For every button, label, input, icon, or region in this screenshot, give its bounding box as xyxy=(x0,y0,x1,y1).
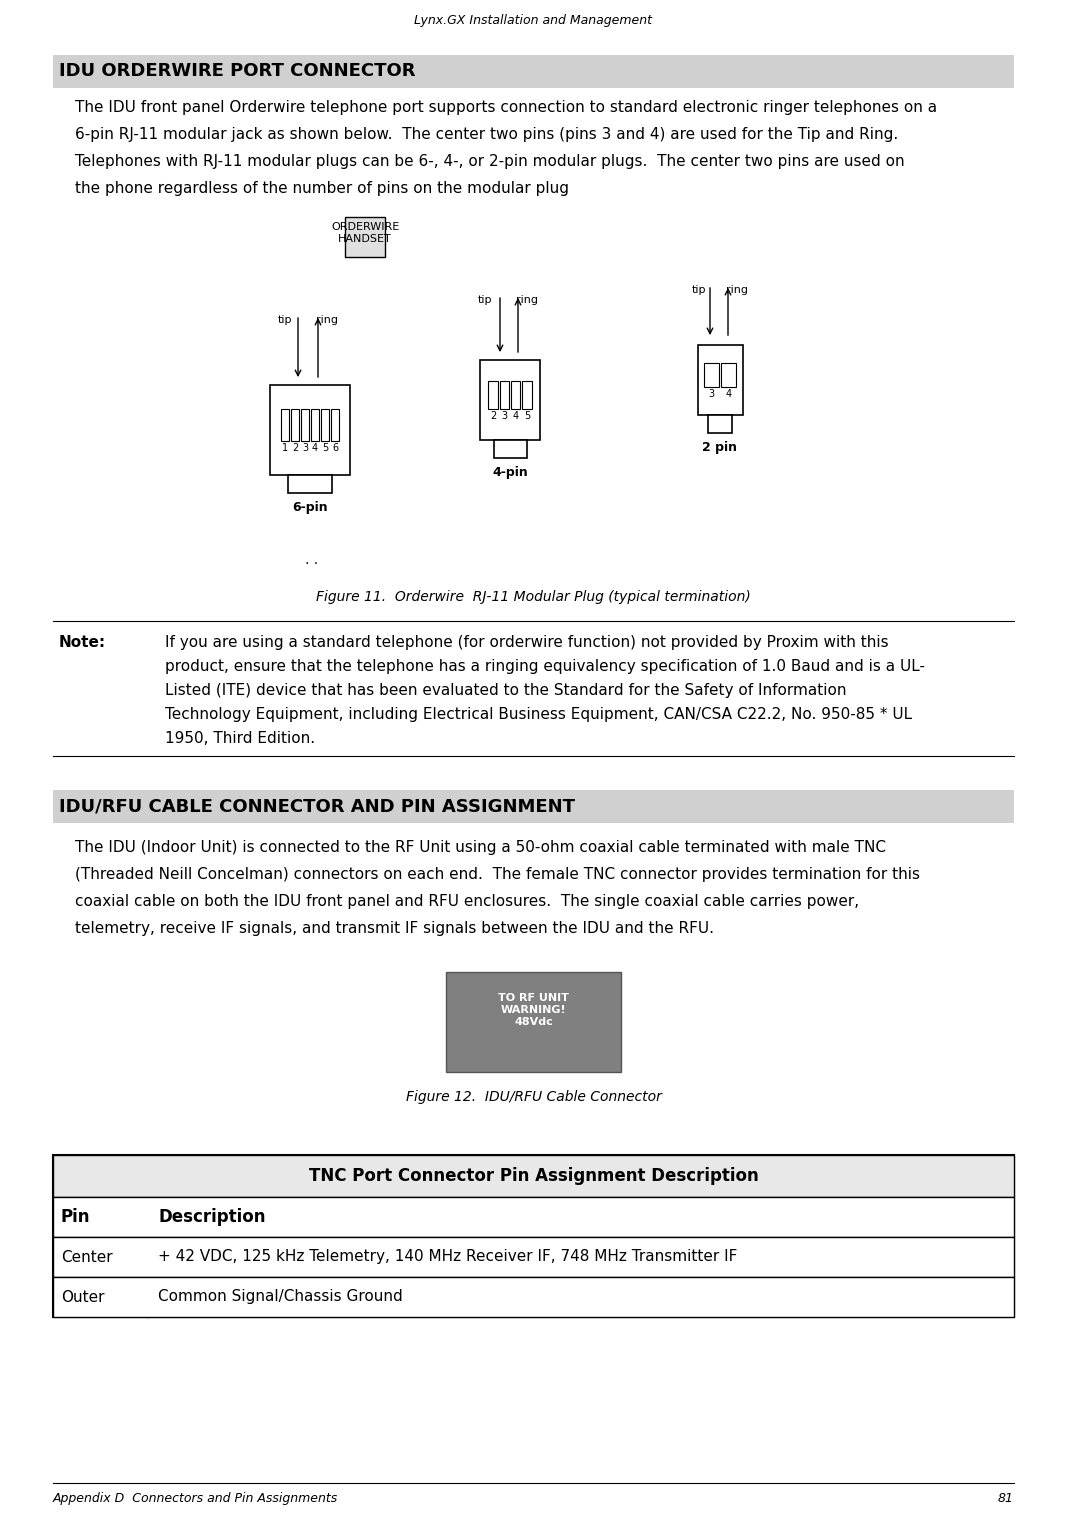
Text: Listed (ITE) device that has been evaluated to the Standard for the Safety of In: Listed (ITE) device that has been evalua… xyxy=(165,683,846,698)
Text: 4: 4 xyxy=(726,389,732,400)
Bar xyxy=(53,1238,1014,1277)
Bar xyxy=(53,55,1014,88)
Text: ring: ring xyxy=(726,285,748,295)
Text: Note:: Note: xyxy=(59,635,106,650)
Bar xyxy=(511,380,521,409)
Bar xyxy=(301,409,309,441)
Text: Description: Description xyxy=(158,1207,266,1226)
Text: the phone regardless of the number of pins on the modular plug: the phone regardless of the number of pi… xyxy=(75,180,569,195)
Text: Technology Equipment, including Electrical Business Equipment, CAN/CSA C22.2, No: Technology Equipment, including Electric… xyxy=(165,708,912,723)
Bar xyxy=(704,362,719,388)
Text: 4: 4 xyxy=(512,411,519,421)
Bar xyxy=(494,439,526,458)
Text: IDU/RFU CABLE CONNECTOR AND PIN ASSIGNMENT: IDU/RFU CABLE CONNECTOR AND PIN ASSIGNME… xyxy=(59,797,575,815)
Text: Outer: Outer xyxy=(61,1289,105,1304)
Bar xyxy=(721,362,735,388)
Text: If you are using a standard telephone (for orderwire function) not provided by P: If you are using a standard telephone (f… xyxy=(165,635,889,650)
Text: Appendix D  Connectors and Pin Assignments: Appendix D Connectors and Pin Assignment… xyxy=(53,1492,338,1504)
Text: 2: 2 xyxy=(490,411,496,421)
Text: 81: 81 xyxy=(998,1492,1014,1504)
Text: 2: 2 xyxy=(292,442,298,453)
Bar xyxy=(288,476,332,492)
Bar xyxy=(270,385,350,476)
Text: Common Signal/Chassis Ground: Common Signal/Chassis Ground xyxy=(158,1289,402,1304)
Text: product, ensure that the telephone has a ringing equivalency specification of 1.: product, ensure that the telephone has a… xyxy=(165,659,925,674)
Text: Center: Center xyxy=(61,1250,113,1265)
Text: Figure 11.  Orderwire  RJ-11 Modular Plug (typical termination): Figure 11. Orderwire RJ-11 Modular Plug … xyxy=(316,589,751,604)
Text: tip: tip xyxy=(278,315,292,326)
Text: 6: 6 xyxy=(332,442,338,453)
Bar xyxy=(331,409,339,441)
Text: 6-pin RJ-11 modular jack as shown below.  The center two pins (pins 3 and 4) are: 6-pin RJ-11 modular jack as shown below.… xyxy=(75,127,898,142)
Text: . .: . . xyxy=(305,553,318,567)
Text: TNC Port Connector Pin Assignment Description: TNC Port Connector Pin Assignment Descri… xyxy=(308,1167,759,1185)
Bar xyxy=(480,361,540,439)
Text: The IDU (Indoor Unit) is connected to the RF Unit using a 50-ohm coaxial cable t: The IDU (Indoor Unit) is connected to th… xyxy=(75,839,886,854)
Bar xyxy=(707,415,732,433)
Text: tip: tip xyxy=(478,295,493,305)
Text: 3: 3 xyxy=(501,411,508,421)
Bar xyxy=(489,380,498,409)
Text: coaxial cable on both the IDU front panel and RFU enclosures.  The single coaxia: coaxial cable on both the IDU front pane… xyxy=(75,894,859,909)
Text: ORDERWIRE
HANDSET: ORDERWIRE HANDSET xyxy=(331,223,399,244)
Bar xyxy=(321,409,330,441)
Text: Figure 12.  IDU/RFU Cable Connector: Figure 12. IDU/RFU Cable Connector xyxy=(405,1089,662,1104)
Bar xyxy=(53,1154,1014,1197)
Text: 1950, Third Edition.: 1950, Third Edition. xyxy=(165,732,315,745)
Bar xyxy=(290,409,299,441)
Text: 4: 4 xyxy=(312,442,318,453)
Bar xyxy=(446,973,621,1073)
Bar xyxy=(499,380,509,409)
Text: Pin: Pin xyxy=(61,1207,91,1226)
Text: 1: 1 xyxy=(282,442,288,453)
Bar xyxy=(281,409,289,441)
Text: 4-pin: 4-pin xyxy=(492,467,528,479)
Bar xyxy=(53,1277,1014,1317)
Bar xyxy=(53,1154,1014,1317)
Text: Telephones with RJ-11 modular plugs can be 6-, 4-, or 2-pin modular plugs.  The : Telephones with RJ-11 modular plugs can … xyxy=(75,155,905,170)
Text: TO RF UNIT
WARNING!
48Vdc: TO RF UNIT WARNING! 48Vdc xyxy=(498,994,569,1027)
Text: ring: ring xyxy=(516,295,538,305)
Text: 3: 3 xyxy=(302,442,308,453)
Bar xyxy=(310,409,319,441)
Text: 2 pin: 2 pin xyxy=(702,441,737,454)
Bar xyxy=(53,1197,1014,1238)
Text: (Threaded Neill Concelman) connectors on each end.  The female TNC connector pro: (Threaded Neill Concelman) connectors on… xyxy=(75,867,920,882)
Text: The IDU front panel Orderwire telephone port supports connection to standard ele: The IDU front panel Orderwire telephone … xyxy=(75,100,937,115)
Text: 3: 3 xyxy=(708,389,715,400)
Text: telemetry, receive IF signals, and transmit IF signals between the IDU and the R: telemetry, receive IF signals, and trans… xyxy=(75,921,714,936)
Text: 5: 5 xyxy=(524,411,530,421)
Text: tip: tip xyxy=(692,285,706,295)
Bar xyxy=(53,789,1014,823)
Text: 6-pin: 6-pin xyxy=(292,501,328,514)
Bar xyxy=(345,217,385,258)
Text: IDU ORDERWIRE PORT CONNECTOR: IDU ORDERWIRE PORT CONNECTOR xyxy=(59,62,415,80)
Text: Lynx.GX Installation and Management: Lynx.GX Installation and Management xyxy=(414,14,653,27)
Text: 5: 5 xyxy=(322,442,329,453)
Bar xyxy=(698,345,743,415)
Bar xyxy=(522,380,531,409)
Text: + 42 VDC, 125 kHz Telemetry, 140 MHz Receiver IF, 748 MHz Transmitter IF: + 42 VDC, 125 kHz Telemetry, 140 MHz Rec… xyxy=(158,1250,737,1265)
Text: ring: ring xyxy=(316,315,338,326)
